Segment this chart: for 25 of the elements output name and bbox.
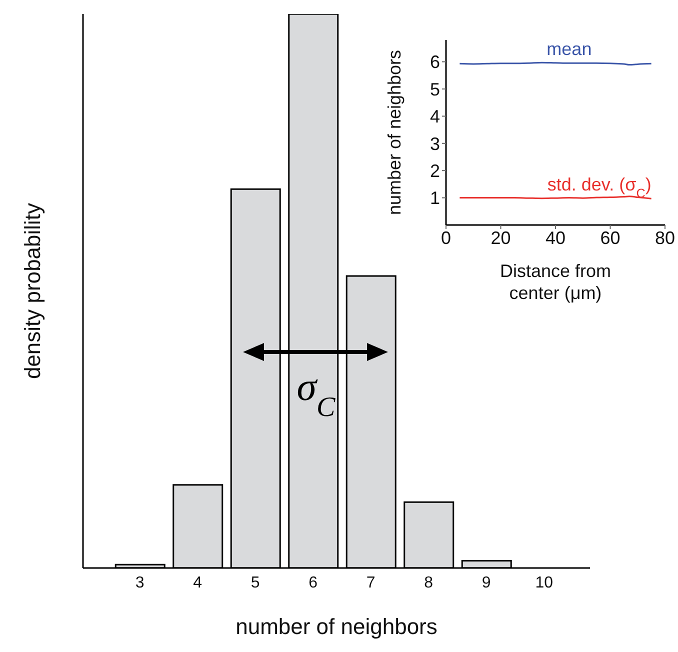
x-tick-label: 8 bbox=[424, 574, 434, 592]
y-tick-label: 4 bbox=[430, 106, 440, 127]
y-tick-label: 3 bbox=[430, 134, 440, 154]
x-axis-title: number of neighbors bbox=[236, 614, 438, 639]
y-tick-label: 1 bbox=[430, 188, 440, 208]
x-tick-label: 4 bbox=[193, 574, 202, 592]
x-tick-label: 60 bbox=[600, 228, 620, 248]
y-tick-label: 5 bbox=[430, 79, 440, 100]
y-axis-title: number of neighbors bbox=[384, 50, 404, 216]
x-tick-label: 7 bbox=[366, 574, 376, 592]
series-label: mean bbox=[546, 39, 592, 60]
x-axis-title: Distance from center (μm) bbox=[500, 261, 612, 303]
x-tick-label: 9 bbox=[482, 574, 491, 592]
x-tick-label: 20 bbox=[490, 228, 511, 248]
annotation: σ$_{C}$ bbox=[296, 364, 336, 422]
x-tick-label: 10 bbox=[535, 574, 554, 592]
y-tick-label: 2 bbox=[430, 160, 440, 181]
x-tick-label: 80 bbox=[654, 228, 676, 248]
y-tick-label: 6 bbox=[430, 52, 440, 72]
y-axis-title: density probability bbox=[20, 202, 45, 380]
x-tick-label: 40 bbox=[545, 228, 566, 248]
x-tick-label: 3 bbox=[135, 574, 144, 592]
x-tick-label: 0 bbox=[440, 228, 452, 248]
x-tick-label: 5 bbox=[250, 574, 260, 592]
x-tick-label: 6 bbox=[308, 574, 318, 592]
